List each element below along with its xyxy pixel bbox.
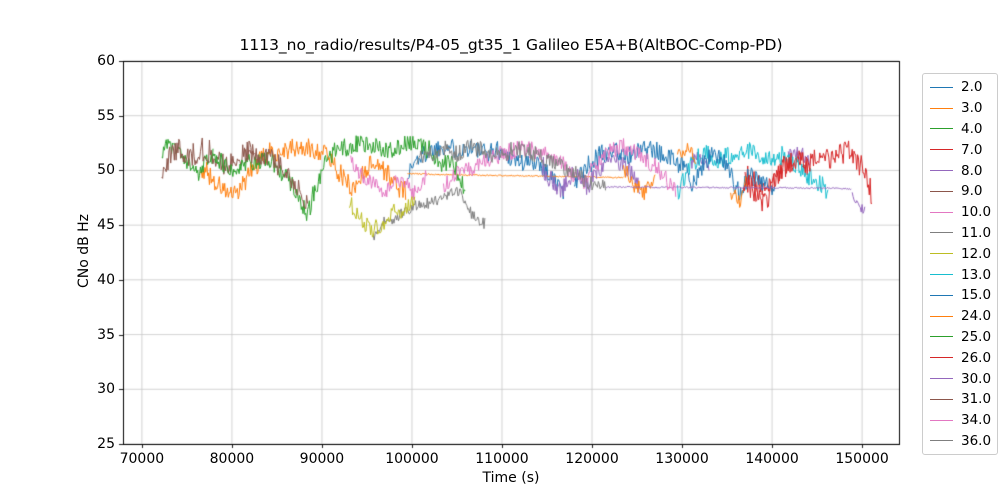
legend-line-swatch	[930, 315, 953, 317]
legend-label: 13.0	[961, 266, 992, 283]
legend-label: 36.0	[961, 432, 992, 449]
legend-item: 13.0	[923, 264, 997, 285]
legend-label: 4.0	[961, 120, 983, 137]
legend-line-swatch	[930, 86, 953, 88]
legend-label: 31.0	[961, 391, 992, 408]
legend-item: 26.0	[923, 347, 997, 368]
legend-label: 7.0	[961, 141, 983, 158]
legend-item: 25.0	[923, 327, 997, 348]
legend-label: 25.0	[961, 328, 992, 345]
legend-line-swatch	[930, 419, 953, 421]
legend-line-swatch	[930, 211, 953, 213]
legend-label: 9.0	[961, 183, 983, 200]
legend: 2.0 3.0 4.0 7.0 8.0 9.0 10.0 11.0 12.0 13.0 15.0 24…	[922, 73, 998, 456]
legend-label: 10.0	[961, 204, 992, 221]
legend-line-swatch	[930, 357, 953, 359]
legend-label: 11.0	[961, 224, 992, 241]
legend-item: 11.0	[923, 223, 997, 244]
x-tick-label: 150000	[835, 451, 889, 467]
legend-label: 30.0	[961, 370, 992, 387]
legend-label: 12.0	[961, 245, 992, 262]
x-tick-label: 90000	[299, 451, 345, 467]
legend-line-swatch	[930, 190, 953, 192]
y-axis-label: CNo dB Hz	[76, 213, 92, 289]
legend-item: 2.0	[923, 77, 997, 98]
y-tick-label: 40	[97, 271, 115, 288]
legend-label: 2.0	[961, 79, 983, 96]
x-tick-label: 130000	[655, 451, 709, 467]
legend-item: 12.0	[923, 243, 997, 264]
legend-line-swatch	[930, 107, 953, 109]
y-tick-label: 25	[97, 436, 115, 452]
legend-line-swatch	[930, 128, 953, 130]
legend-label: 34.0	[961, 412, 992, 429]
x-tick-label: 70000	[119, 451, 165, 467]
legend-item: 4.0	[923, 119, 997, 140]
legend-line-swatch	[930, 149, 953, 151]
y-tick-label: 55	[97, 107, 115, 124]
x-tick-label: 120000	[565, 451, 619, 467]
plot-area	[113, 51, 909, 454]
x-tick-label: 140000	[745, 451, 799, 467]
legend-item: 10.0	[923, 202, 997, 223]
legend-item: 36.0	[923, 431, 997, 452]
legend-line-swatch	[930, 336, 953, 338]
legend-label: 26.0	[961, 349, 992, 366]
legend-line-swatch	[930, 170, 953, 172]
y-tick-label: 35	[97, 326, 115, 343]
x-tick-label: 100000	[385, 451, 439, 467]
x-tick-label: 80000	[209, 451, 255, 467]
x-axis-label: Time (s)	[482, 470, 540, 486]
legend-item: 31.0	[923, 389, 997, 410]
legend-item: 34.0	[923, 410, 997, 431]
legend-label: 3.0	[961, 100, 983, 117]
legend-item: 9.0	[923, 181, 997, 202]
y-tick-label: 50	[97, 162, 115, 179]
legend-item: 7.0	[923, 139, 997, 160]
legend-line-swatch	[930, 274, 953, 276]
legend-line-swatch	[930, 232, 953, 234]
legend-item: 30.0	[923, 368, 997, 389]
y-tick-label: 60	[97, 53, 115, 69]
legend-line-swatch	[930, 294, 953, 296]
legend-item: 3.0	[923, 98, 997, 119]
legend-line-swatch	[930, 378, 953, 380]
chart-title: 1113_no_radio/results/P4-05_gt35_1 Galil…	[239, 36, 783, 54]
legend-label: 15.0	[961, 287, 992, 304]
legend-label: 8.0	[961, 162, 983, 179]
legend-item: 24.0	[923, 306, 997, 327]
legend-line-swatch	[930, 440, 953, 442]
y-tick-label: 30	[97, 381, 115, 398]
legend-label: 24.0	[961, 308, 992, 325]
legend-line-swatch	[930, 398, 953, 400]
legend-item: 8.0	[923, 160, 997, 181]
y-tick-label: 45	[97, 217, 115, 234]
x-tick-label: 110000	[475, 451, 529, 467]
legend-item: 15.0	[923, 285, 997, 306]
legend-line-swatch	[930, 253, 953, 255]
